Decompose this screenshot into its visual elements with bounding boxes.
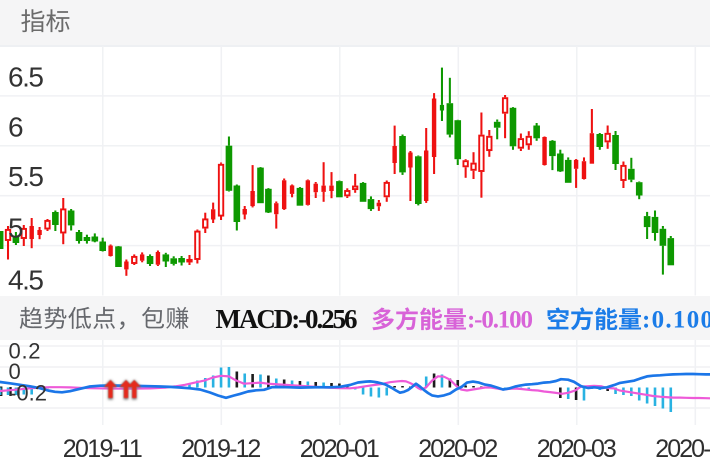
svg-text:2020-04: 2020-04 [655, 435, 710, 463]
svg-text:5: 5 [8, 213, 24, 244]
svg-text:MACD:-0.256: MACD:-0.256 [216, 304, 358, 334]
svg-text:4.5: 4.5 [8, 265, 44, 296]
svg-text:0: 0 [9, 359, 21, 384]
svg-text::0.100: :0.100 [642, 307, 710, 334]
svg-text:6: 6 [8, 111, 24, 142]
svg-text:5.5: 5.5 [8, 161, 44, 192]
svg-text:2019-12: 2019-12 [181, 435, 261, 463]
svg-text:6.5: 6.5 [8, 62, 44, 93]
svg-text:0.2: 0.2 [9, 338, 41, 363]
svg-text:2019-11: 2019-11 [63, 435, 143, 463]
svg-text:2020-02: 2020-02 [418, 435, 498, 463]
svg-text:2020-01: 2020-01 [300, 435, 380, 463]
svg-text:-0.2: -0.2 [9, 380, 47, 405]
svg-text::-0.100: :-0.100 [467, 307, 533, 334]
svg-text:2020-03: 2020-03 [537, 435, 617, 463]
